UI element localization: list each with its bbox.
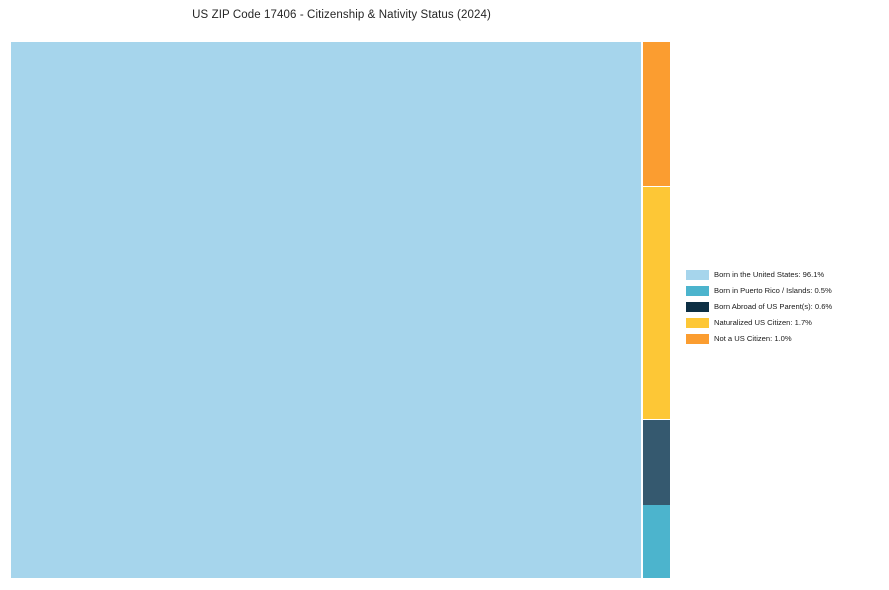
legend-swatch-icon (686, 270, 709, 280)
legend-item-4[interactable]: Not a US Citizen: 1.0% (686, 331, 881, 347)
legend-item-label: Born Abroad of US Parent(s): 0.6% (714, 302, 833, 311)
legend-item-1[interactable]: Born in Puerto Rico / Islands: 0.5% (686, 283, 881, 299)
legend-item-label: Born in the United States: 96.1% (714, 270, 825, 279)
legend-item-2[interactable]: Born Abroad of US Parent(s): 0.6% (686, 299, 881, 315)
legend-item-label: Born in Puerto Rico / Islands: 0.5% (714, 286, 832, 295)
treemap-tile-naturalized-us-citizen[interactable] (643, 187, 670, 419)
legend-swatch-icon (686, 286, 709, 296)
legend-swatch-icon (686, 318, 709, 328)
treemap-tile-born-abroad-of-us-parents[interactable] (643, 420, 670, 505)
legend-item-label: Naturalized US Citizen: 1.7% (714, 318, 812, 327)
treemap-tile-not-a-us-citizen[interactable] (643, 42, 670, 186)
treemap-tile-born-in-puerto-rico-islands[interactable] (643, 505, 670, 578)
treemap-plot-area (11, 42, 670, 578)
legend-swatch-icon (686, 302, 709, 312)
legend-swatch-icon (686, 334, 709, 344)
treemap-tile-born-in-united-states[interactable] (11, 42, 641, 578)
legend-item-0[interactable]: Born in the United States: 96.1% (686, 267, 881, 283)
legend-item-3[interactable]: Naturalized US Citizen: 1.7% (686, 315, 881, 331)
legend-item-label: Not a US Citizen: 1.0% (714, 334, 792, 343)
chart-legend: Born in the United States: 96.1% Born in … (686, 267, 881, 347)
chart-title: US ZIP Code 17406 - Citizenship & Nativi… (192, 9, 491, 21)
